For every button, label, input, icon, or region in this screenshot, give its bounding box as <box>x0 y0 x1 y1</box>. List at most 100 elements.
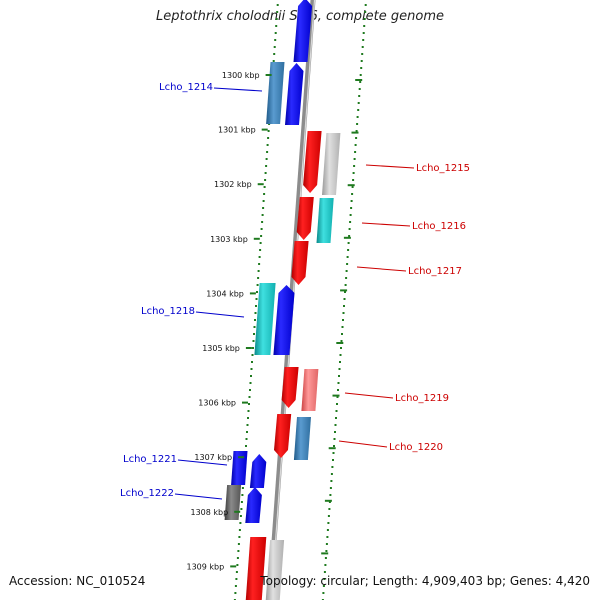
guide-dot-right <box>339 354 342 356</box>
scale-tick-label: 1301 kbp <box>218 126 256 135</box>
guide-dot-right <box>335 410 338 412</box>
guide-dot-left <box>247 410 250 412</box>
leader-line-lcho-1219 <box>344 392 394 399</box>
guide-dot-left <box>236 564 239 566</box>
guide-dot-right <box>336 396 339 398</box>
guide-dot-right <box>364 4 367 6</box>
gene-label-lcho-1219: Lcho_1219 <box>395 393 449 404</box>
guide-dot-left <box>250 368 253 370</box>
cds-box-downstream <box>265 540 285 600</box>
guide-dot-left <box>234 592 237 594</box>
accession-text: Accession: NC_010524 <box>9 574 146 588</box>
guide-dot-left <box>275 18 278 20</box>
scale-tick <box>245 347 252 349</box>
guide-dot-left <box>273 53 276 55</box>
guide-dot-right <box>326 529 329 531</box>
scale-tick-label: 1307 kbp <box>194 453 232 462</box>
gene-label-lcho-1214: Lcho_1214 <box>159 82 213 93</box>
scale-tick <box>257 183 264 186</box>
leader-line-lcho-1217 <box>356 266 407 272</box>
guide-dot-right <box>334 431 336 433</box>
guide-dot-left <box>241 494 244 496</box>
guide-dot-right <box>343 298 346 300</box>
scale-tick-label: 1300 kbp <box>222 71 260 80</box>
scale-tick-label: 1302 kbp <box>214 180 252 189</box>
guide-dot-right <box>323 571 326 573</box>
guide-dot-left <box>276 4 279 6</box>
scale-tick <box>238 456 245 459</box>
guide-dot-left <box>235 571 238 573</box>
guide-dot-right <box>327 515 330 517</box>
guide-dot-left <box>238 536 241 538</box>
gene-arrow-lcho-1222 <box>245 487 262 523</box>
guide-dot-right <box>338 375 340 377</box>
guide-dot-right <box>353 165 356 167</box>
scale-tick-label: 1306 kbp <box>198 399 236 408</box>
guide-dot-right <box>347 242 350 244</box>
guide-dot-left <box>260 228 263 230</box>
guide-dot-right <box>340 347 342 349</box>
guide-dot-left <box>252 340 255 342</box>
guide-dot-right <box>349 214 352 216</box>
scale-tick <box>265 74 272 76</box>
cds-box-lcho-1214 <box>266 62 285 124</box>
guide-dot-left <box>245 438 248 440</box>
guide-dot-left <box>253 333 255 335</box>
gene-arrow-upstream <box>293 0 313 62</box>
guide-dot-right <box>360 60 363 62</box>
guide-dot-right <box>351 193 354 195</box>
guide-dot-left <box>234 585 237 587</box>
gene-label-lcho-1221: Lcho_1221 <box>123 454 177 465</box>
guide-dot-right <box>324 557 327 559</box>
gene-label-lcho-1218: Lcho_1218 <box>141 306 195 317</box>
scale-tick-right <box>347 184 355 187</box>
guide-dot-right <box>352 172 355 174</box>
guide-dot-right <box>339 361 341 363</box>
guide-dot-left <box>262 200 265 202</box>
scale-tick-label: 1304 kbp <box>206 289 244 298</box>
guide-dot-left <box>263 193 266 195</box>
guide-dot-left <box>241 487 244 489</box>
guide-dot-right <box>345 277 348 279</box>
gene-arrow-lcho-1221 <box>249 454 267 488</box>
scale-tick-label: 1305 kbp <box>202 344 240 353</box>
scale-tick-right <box>355 79 363 81</box>
guide-dot-right <box>329 487 332 489</box>
guide-dot-right <box>334 424 337 426</box>
guide-dot-left <box>249 389 251 391</box>
scale-tick <box>261 128 268 131</box>
guide-dot-left <box>251 354 254 356</box>
guide-dot-right <box>361 53 364 55</box>
cds-box-lcho-1219 <box>301 369 319 411</box>
guide-dot-right <box>363 18 366 20</box>
scale-tick <box>253 237 260 240</box>
guide-dot-right <box>322 585 325 587</box>
guide-dot-left <box>248 403 250 405</box>
scale-tick-label: 1309 kbp <box>186 562 224 571</box>
guide-dot-right <box>362 32 365 34</box>
gene-arrow-lcho-1216 <box>296 197 314 240</box>
scale-tick-label: 1303 kbp <box>210 235 248 244</box>
guide-dot-left <box>256 291 258 293</box>
guide-dot-left <box>248 396 251 398</box>
scale-tick-right <box>343 236 351 239</box>
gene-arrow-downstream <box>245 537 267 600</box>
guide-dot-right <box>331 466 334 468</box>
guide-dot-right <box>323 578 326 580</box>
guide-dot-right <box>355 130 358 132</box>
guide-dot-left <box>273 46 276 48</box>
leader-line-lcho-1222 <box>174 493 223 500</box>
guide-dot-right <box>345 270 348 272</box>
guide-dot-right <box>358 88 361 90</box>
guide-dot-right <box>355 137 358 139</box>
guide-dot-left <box>261 214 264 216</box>
guide-dot-right <box>358 95 361 97</box>
guide-dot-right <box>347 249 350 251</box>
gene-label-lcho-1222: Lcho_1222 <box>120 488 174 499</box>
guide-dot-right <box>330 473 333 475</box>
guide-dot-left <box>274 39 277 41</box>
guide-dot-left <box>262 207 265 209</box>
guide-dot-left <box>252 347 254 349</box>
guide-dot-left <box>267 137 270 139</box>
guide-dot-right <box>329 494 332 496</box>
